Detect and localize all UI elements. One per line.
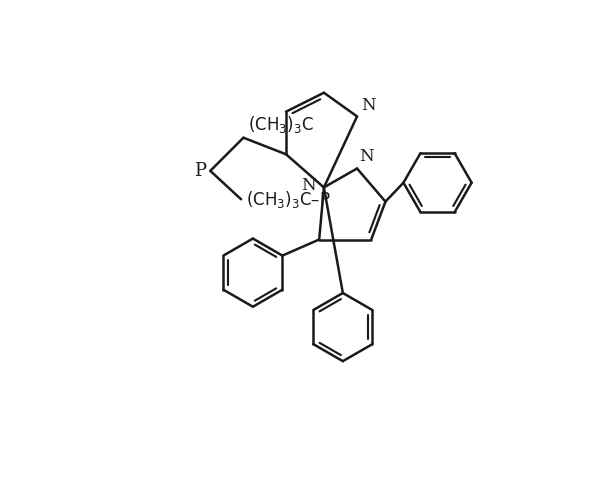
Text: P: P: [194, 162, 206, 180]
Text: (CH$_3$)$_3$C–P: (CH$_3$)$_3$C–P: [246, 189, 330, 210]
Text: (CH$_3$)$_3$C: (CH$_3$)$_3$C: [248, 114, 314, 136]
Text: N: N: [359, 148, 374, 165]
Text: N: N: [361, 97, 375, 114]
Text: N: N: [301, 177, 316, 194]
